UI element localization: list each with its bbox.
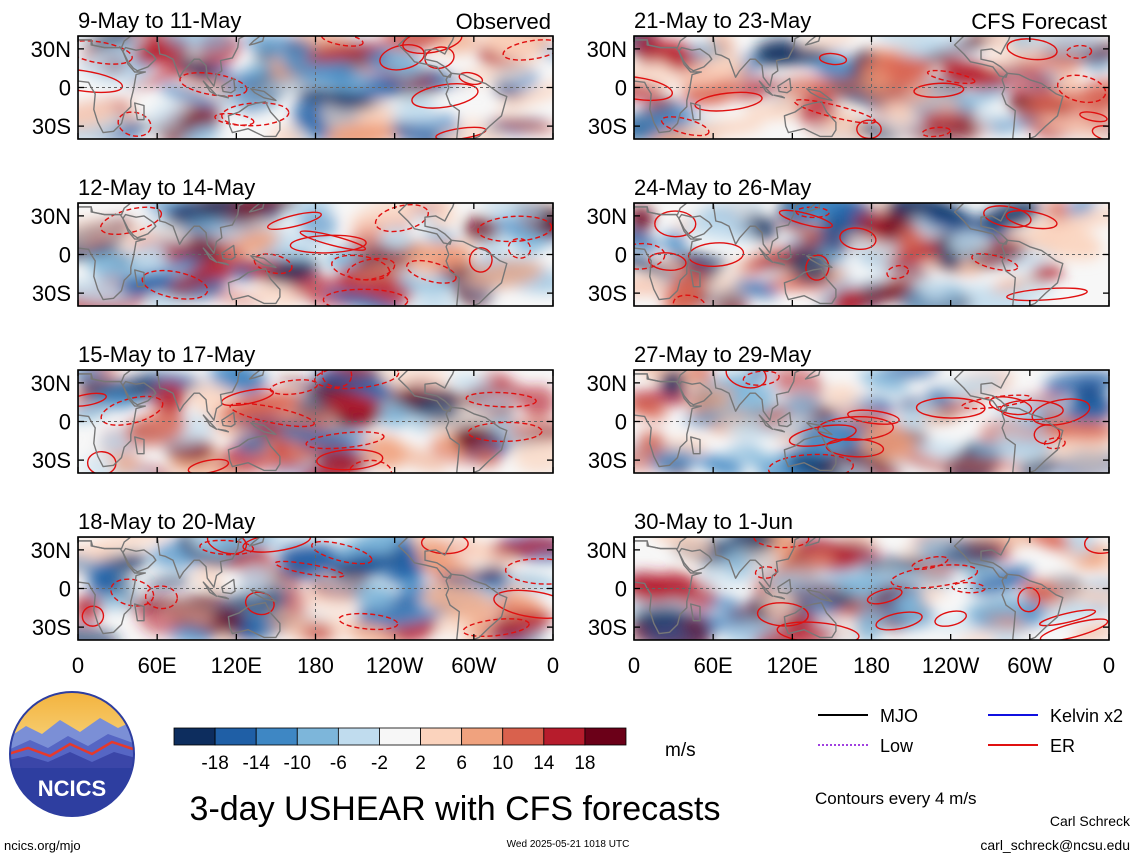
- lat-label: 0: [615, 410, 627, 435]
- lon-label: 60E: [138, 653, 177, 678]
- colorbar-swatch: [255, 727, 298, 746]
- lon-label: 0: [72, 653, 84, 678]
- lat-label: 30S: [588, 448, 627, 473]
- legend-label: Low: [880, 736, 914, 756]
- logo-text: NCICS: [38, 776, 106, 801]
- lat-label: 30S: [588, 281, 627, 306]
- colorbar-tick: -2: [371, 753, 388, 774]
- colorbar-swatch: [337, 727, 380, 746]
- colorbar-swatch: [420, 727, 463, 746]
- map-panel: [633, 536, 1110, 641]
- site-url: ncics.org/mjo: [4, 838, 81, 853]
- lat-label: 30S: [32, 448, 71, 473]
- panel-period: 9-May to 11-May: [78, 8, 241, 33]
- colorbar-tick: -14: [242, 753, 270, 774]
- panel-period: 12-May to 14-May: [78, 175, 255, 200]
- lon-label: 0: [1103, 653, 1115, 678]
- panel-period: 21-May to 23-May: [634, 8, 811, 33]
- map-panel: [77, 536, 554, 641]
- lat-label: 30S: [32, 615, 71, 640]
- colorbar: -18 -14 -10 -6 -2 2 6 10 14 18: [173, 727, 627, 774]
- colorbar-tick: 6: [456, 753, 467, 774]
- colorbar-swatch: [379, 727, 421, 746]
- colorbar-swatch: [461, 727, 504, 746]
- lat-label: 30N: [31, 371, 71, 396]
- lon-label: 0: [547, 653, 559, 678]
- lat-label: 30N: [587, 538, 627, 563]
- panel-period: 24-May to 26-May: [634, 175, 811, 200]
- panel-period: 30-May to 1-Jun: [634, 509, 793, 534]
- column-heading: Observed: [456, 9, 551, 34]
- colorbar-tick: -18: [201, 753, 228, 774]
- panel-period: 27-May to 29-May: [634, 342, 811, 367]
- lat-label: 0: [59, 577, 71, 602]
- lon-label: 120E: [767, 653, 818, 678]
- lat-label: 30N: [31, 204, 71, 229]
- map-panel: [77, 202, 554, 307]
- panel-period: 18-May to 20-May: [78, 509, 255, 534]
- colorbar-swatch: [502, 727, 545, 746]
- colorbar-tick: 18: [574, 753, 595, 774]
- lon-label: 120W: [366, 653, 424, 678]
- lon-label: 180: [297, 653, 334, 678]
- lat-label: 30N: [31, 538, 71, 563]
- colorbar-swatch: [173, 727, 216, 746]
- colorbar-tick: 14: [533, 753, 555, 774]
- lon-label: 60W: [451, 653, 496, 678]
- lat-label: 0: [59, 410, 71, 435]
- ncics-logo: NCICS: [9, 691, 135, 817]
- colorbar-swatch: [296, 727, 339, 746]
- lat-label: 0: [59, 243, 71, 268]
- colorbar-tick: 10: [492, 753, 513, 774]
- column-heading: CFS Forecast: [971, 9, 1107, 34]
- map-panel: [633, 202, 1110, 307]
- colorbar-tick: -10: [284, 753, 311, 774]
- lat-label: 30N: [587, 371, 627, 396]
- panels-layer: [77, 35, 1110, 641]
- map-panel: [77, 35, 554, 140]
- lon-label: 120W: [922, 653, 980, 678]
- lat-label: 0: [615, 76, 627, 101]
- lat-label: 30S: [32, 281, 71, 306]
- colorbar-swatch: [543, 727, 586, 746]
- lon-label: 120E: [211, 653, 262, 678]
- figure-title: 3-day USHEAR with CFS forecasts: [190, 790, 721, 828]
- lon-label: 60E: [694, 653, 733, 678]
- legend-label: MJO: [880, 706, 918, 726]
- colorbar-tick: -6: [330, 753, 347, 774]
- author-email: carl_schreck@ncsu.edu: [980, 837, 1130, 853]
- legend-label: ER: [1050, 736, 1075, 756]
- map-panel: [77, 369, 554, 474]
- colorbar-tick: 2: [415, 753, 426, 774]
- colorbar-unit: m/s: [665, 740, 696, 761]
- lon-label: 180: [853, 653, 890, 678]
- lat-label: 30S: [32, 114, 71, 139]
- lon-label: 0: [628, 653, 640, 678]
- legend: MJO Kelvin x2 Low ER: [818, 706, 1123, 756]
- lat-label: 0: [59, 76, 71, 101]
- colorbar-swatch: [214, 727, 257, 746]
- lat-label: 30S: [588, 114, 627, 139]
- lon-label: 60W: [1007, 653, 1052, 678]
- timestamp: Wed 2025-05-21 1018 UTC: [507, 839, 630, 850]
- lat-label: 30N: [587, 204, 627, 229]
- author-name: Carl Schreck: [1050, 813, 1131, 829]
- lat-label: 30N: [587, 37, 627, 62]
- colorbar-swatch: [584, 727, 627, 746]
- map-panel: [633, 369, 1110, 474]
- lat-label: 0: [615, 577, 627, 602]
- lat-label: 30N: [31, 37, 71, 62]
- contour-note: Contours every 4 m/s: [815, 789, 977, 808]
- lat-label: 30S: [588, 615, 627, 640]
- lat-label: 0: [615, 243, 627, 268]
- legend-label: Kelvin x2: [1050, 706, 1123, 726]
- map-panel: [633, 35, 1110, 140]
- panel-period: 15-May to 17-May: [78, 342, 255, 367]
